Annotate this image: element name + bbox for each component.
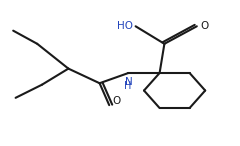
Text: N: N <box>125 77 132 87</box>
Text: HO: HO <box>117 21 133 31</box>
Text: O: O <box>200 21 208 31</box>
Text: O: O <box>113 97 121 106</box>
Text: H: H <box>124 81 131 91</box>
